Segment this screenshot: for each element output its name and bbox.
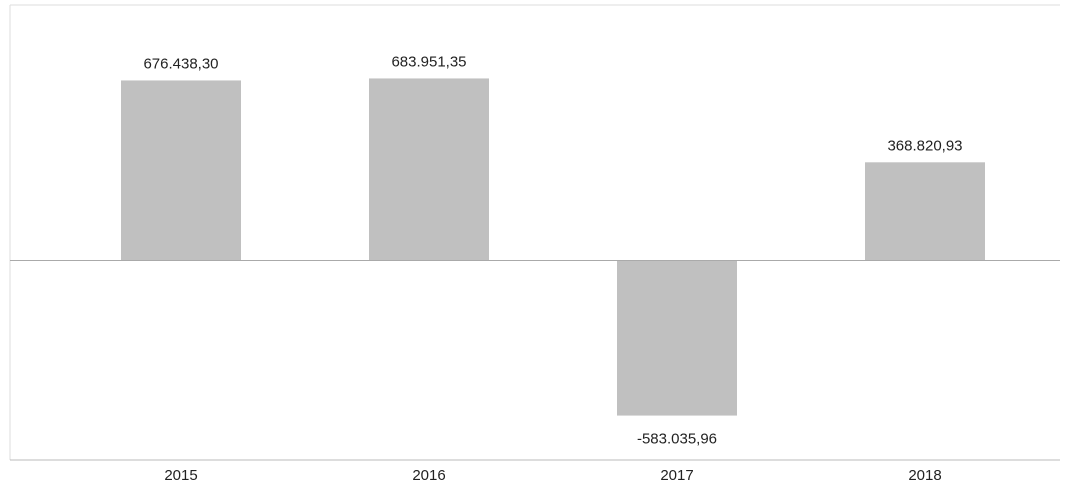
x-tick-label: 2018 (908, 467, 941, 484)
bar (865, 162, 985, 261)
bar (369, 78, 489, 261)
bar (121, 80, 241, 261)
x-tick-label: 2016 (412, 467, 445, 484)
value-label: -583.035,96 (637, 431, 717, 448)
value-label: 683.951,35 (391, 53, 466, 70)
bar (617, 260, 737, 416)
x-tick-label: 2015 (164, 467, 197, 484)
value-label: 368.820,93 (887, 137, 962, 154)
x-tick-label: 2017 (660, 467, 693, 484)
value-label: 676.438,30 (143, 55, 218, 72)
